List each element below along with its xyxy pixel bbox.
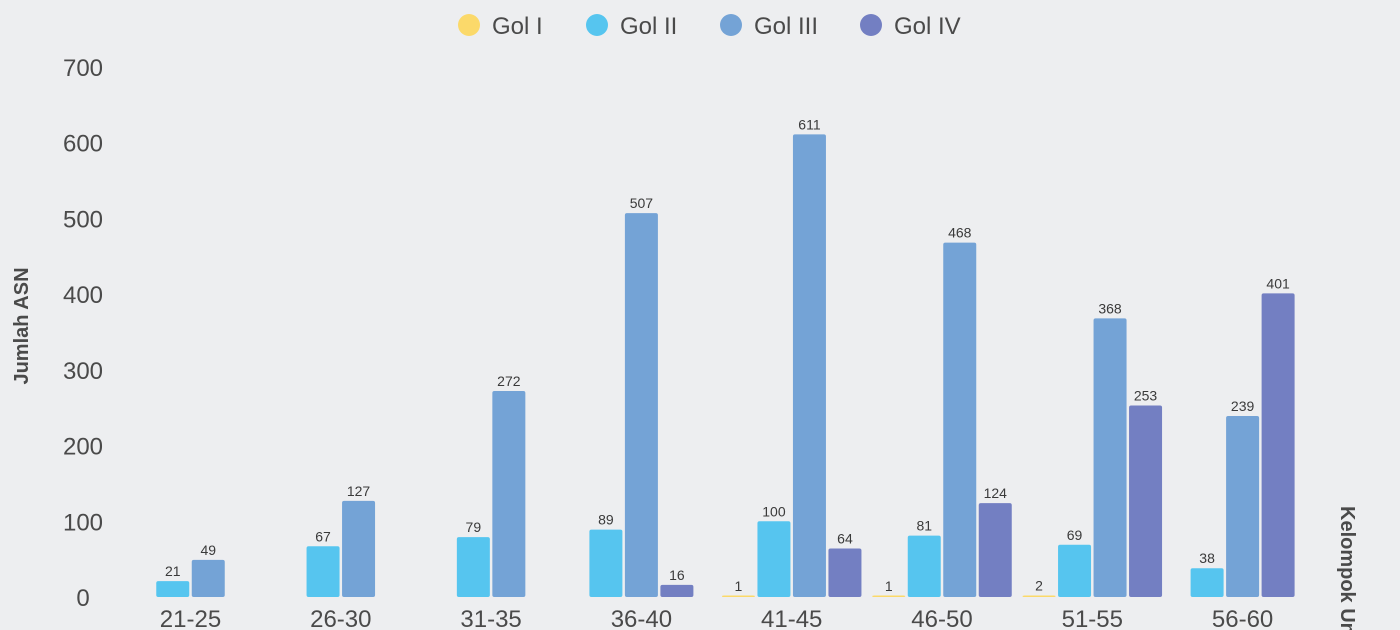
data-label-gol-iii-51-55: 368 bbox=[1098, 300, 1122, 316]
bar-gol-iii-21-25 bbox=[191, 559, 225, 597]
data-label-gol-i-46-50: 1 bbox=[885, 578, 893, 594]
bar-gol-ii-31-35 bbox=[456, 537, 490, 597]
bar-gol-ii-36-40 bbox=[589, 529, 623, 597]
bar-gol-iii-41-45 bbox=[792, 134, 826, 597]
bar-gol-iii-31-35 bbox=[492, 391, 526, 597]
data-label-gol-ii-36-40: 89 bbox=[598, 512, 614, 528]
x-tick-label: 46-50 bbox=[911, 606, 972, 630]
legend-label-gol-i: Gol I bbox=[492, 13, 543, 40]
y-tick-label: 700 bbox=[63, 55, 103, 82]
data-label-gol-iii-36-40: 507 bbox=[630, 195, 654, 211]
bar-gol-i-46-50 bbox=[872, 595, 906, 597]
data-label-gol-iv-51-55: 253 bbox=[1134, 387, 1158, 403]
data-label-gol-iii-31-35: 272 bbox=[497, 373, 521, 389]
bar-gol-ii-41-45 bbox=[757, 521, 791, 597]
legend-item-gol-iii: Gol III bbox=[720, 13, 818, 40]
bar-gol-ii-46-50 bbox=[907, 535, 941, 597]
y-tick-label: 0 bbox=[76, 585, 89, 612]
y-tick-label: 600 bbox=[63, 131, 103, 158]
bars bbox=[156, 134, 1295, 597]
bar-gol-ii-26-30 bbox=[306, 546, 340, 597]
bar-gol-ii-56-60 bbox=[1190, 568, 1224, 597]
data-label-gol-iii-26-30: 127 bbox=[347, 483, 371, 499]
legend-marker-gol-i bbox=[458, 14, 480, 36]
data-label-gol-iv-41-45: 64 bbox=[837, 531, 853, 547]
bar-gol-iii-36-40 bbox=[624, 213, 658, 597]
legend-label-gol-iii: Gol III bbox=[754, 13, 818, 40]
bar-gol-i-51-55 bbox=[1022, 595, 1056, 597]
data-label-gol-iv-46-50: 124 bbox=[984, 485, 1008, 501]
x-tick-label: 56-60 bbox=[1212, 606, 1273, 630]
bar-gol-iii-56-60 bbox=[1226, 416, 1260, 597]
y-tick-label: 500 bbox=[63, 206, 103, 233]
x-axis-title: Kelompok Umur bbox=[1336, 506, 1358, 630]
y-tick-label: 400 bbox=[63, 282, 103, 309]
data-label-gol-ii-26-30: 67 bbox=[315, 528, 331, 544]
data-label-gol-iii-41-45: 611 bbox=[798, 116, 821, 132]
data-label-gol-ii-46-50: 81 bbox=[916, 518, 932, 534]
bar-gol-i-41-45 bbox=[721, 595, 755, 597]
data-label-gol-ii-21-25: 21 bbox=[165, 563, 181, 579]
legend-marker-gol-iv bbox=[860, 14, 882, 36]
bar-gol-iv-51-55 bbox=[1129, 405, 1163, 597]
data-label-gol-ii-41-45: 100 bbox=[762, 503, 786, 519]
y-tick-label: 200 bbox=[63, 434, 103, 461]
x-tick-label: 31-35 bbox=[460, 606, 521, 630]
bar-gol-iv-56-60 bbox=[1261, 293, 1295, 597]
bar-gol-iii-46-50 bbox=[943, 242, 977, 597]
data-label-gol-iii-21-25: 49 bbox=[200, 542, 216, 558]
legend-item-gol-ii: Gol II bbox=[586, 13, 677, 40]
x-axis-ticks: 21-25 26-30 31-35 36-40 41-45 46-50 51-55 56-60 bbox=[160, 606, 1273, 630]
legend-item-gol-i: Gol I bbox=[458, 13, 543, 40]
x-tick-label: 36-40 bbox=[611, 606, 672, 630]
data-label-gol-ii-51-55: 69 bbox=[1067, 527, 1083, 543]
data-label-gol-ii-31-35: 79 bbox=[466, 519, 482, 535]
y-axis-title: Jumlah ASN bbox=[11, 267, 33, 384]
data-labels: 21 49 67 127 79 272 89 507 16 1 100 611 64 1 81 468 124 2… bbox=[165, 116, 1290, 594]
bar-gol-iii-26-30 bbox=[342, 500, 376, 597]
legend-item-gol-iv: Gol IV bbox=[860, 13, 961, 40]
legend-label-gol-iv: Gol IV bbox=[894, 13, 961, 40]
data-label-gol-iv-36-40: 16 bbox=[669, 567, 685, 583]
bar-gol-ii-51-55 bbox=[1058, 544, 1092, 597]
y-tick-label: 300 bbox=[63, 358, 103, 385]
x-tick-label: 51-55 bbox=[1062, 606, 1123, 630]
legend: Gol I Gol II Gol III Gol IV bbox=[458, 13, 961, 40]
data-label-gol-i-41-45: 1 bbox=[735, 578, 743, 594]
data-label-gol-iii-56-60: 239 bbox=[1231, 398, 1255, 414]
data-label-gol-iii-46-50: 468 bbox=[948, 225, 972, 241]
data-label-gol-iv-56-60: 401 bbox=[1266, 275, 1290, 291]
bar-gol-iv-46-50 bbox=[978, 503, 1012, 597]
legend-label-gol-ii: Gol II bbox=[620, 13, 677, 40]
bar-gol-iv-41-45 bbox=[828, 548, 862, 597]
bar-gol-ii-21-25 bbox=[156, 581, 190, 597]
x-tick-label: 41-45 bbox=[761, 606, 822, 630]
y-tick-label: 100 bbox=[63, 509, 103, 536]
data-label-gol-ii-56-60: 38 bbox=[1199, 550, 1215, 566]
x-tick-label: 21-25 bbox=[160, 606, 221, 630]
x-tick-label: 26-30 bbox=[310, 606, 371, 630]
data-label-gol-i-51-55: 2 bbox=[1035, 577, 1043, 593]
bar-gol-iv-36-40 bbox=[660, 584, 694, 597]
y-axis-ticks: 0 100 200 300 400 500 600 700 bbox=[63, 55, 103, 612]
bar-gol-iii-51-55 bbox=[1093, 318, 1127, 597]
legend-marker-gol-ii bbox=[586, 14, 608, 36]
legend-marker-gol-iii bbox=[720, 14, 742, 36]
